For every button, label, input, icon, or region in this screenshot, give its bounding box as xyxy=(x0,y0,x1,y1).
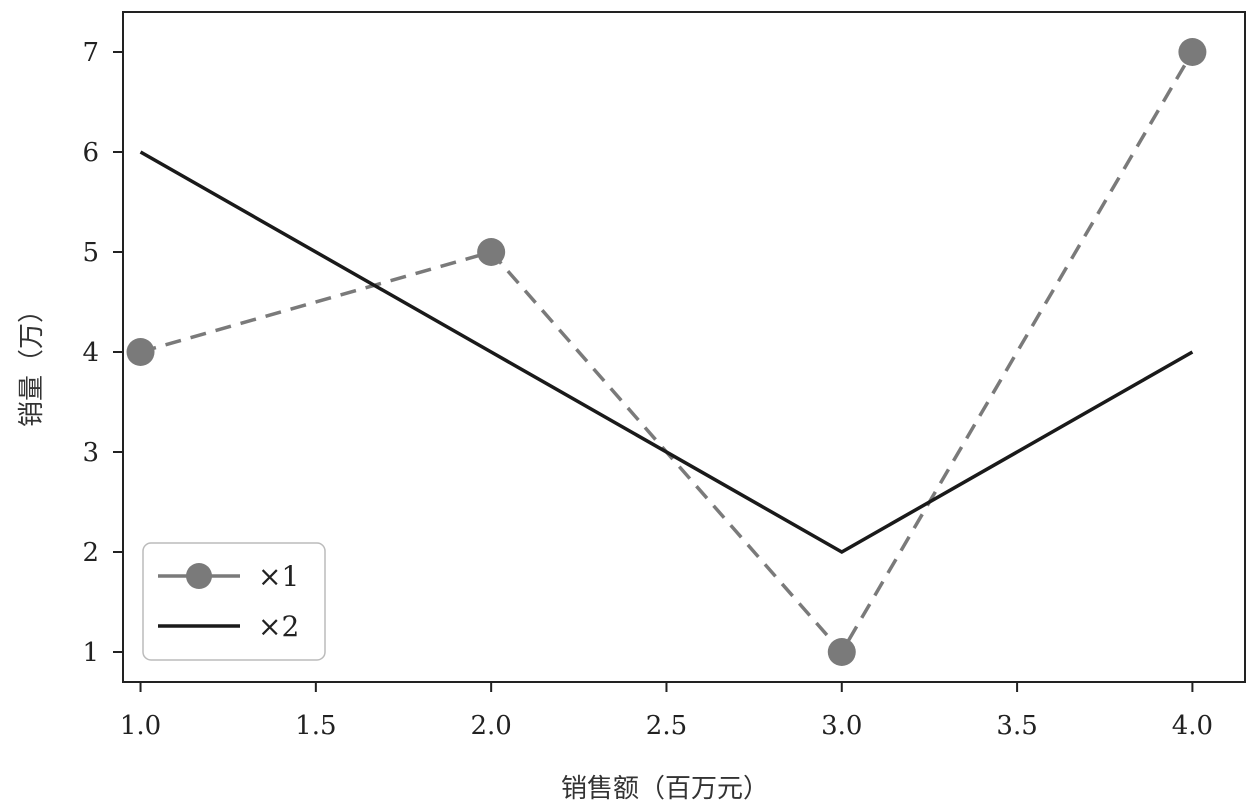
x-tick-label: 1.0 xyxy=(120,711,161,741)
y-tick-label: 7 xyxy=(82,38,99,68)
legend-marker-x1 xyxy=(186,563,212,589)
x-tick-label: 2.5 xyxy=(646,711,687,741)
legend-label-x2: ×2 xyxy=(258,610,299,643)
x-tick-label: 1.5 xyxy=(295,711,336,741)
y-axis-label: 销量（万） xyxy=(17,297,47,427)
series-1-point xyxy=(126,338,155,366)
x-tick-label: 4.0 xyxy=(1172,711,1213,741)
series-layer xyxy=(126,38,1207,666)
x-axis-label: 销售额（百万元） xyxy=(561,774,769,804)
x-tick-label: 2.0 xyxy=(470,711,511,741)
series-1-point xyxy=(827,638,856,666)
legend: ×1 ×2 xyxy=(142,542,326,661)
y-tick-label: 2 xyxy=(82,538,99,568)
y-tick-label: 3 xyxy=(82,438,99,468)
plot-frame xyxy=(122,11,1246,683)
y-tick-label: 1 xyxy=(82,638,99,668)
y-axis-ticks: 1 2 3 4 5 6 7 xyxy=(82,38,123,668)
y-tick-label: 6 xyxy=(82,138,99,168)
series-line-2 xyxy=(139,150,1194,555)
legend-label-x1: ×1 xyxy=(258,560,299,593)
series-1-point xyxy=(477,238,506,266)
series-1-point xyxy=(1178,38,1207,66)
x-tick-label: 3.5 xyxy=(996,711,1037,741)
y-tick-label: 4 xyxy=(82,338,99,368)
x-axis-ticks: 1.0 1.5 2.0 2.5 3.0 3.5 4.0 xyxy=(120,682,1213,741)
y-tick-label: 5 xyxy=(82,238,99,268)
x-tick-label: 3.0 xyxy=(821,711,862,741)
